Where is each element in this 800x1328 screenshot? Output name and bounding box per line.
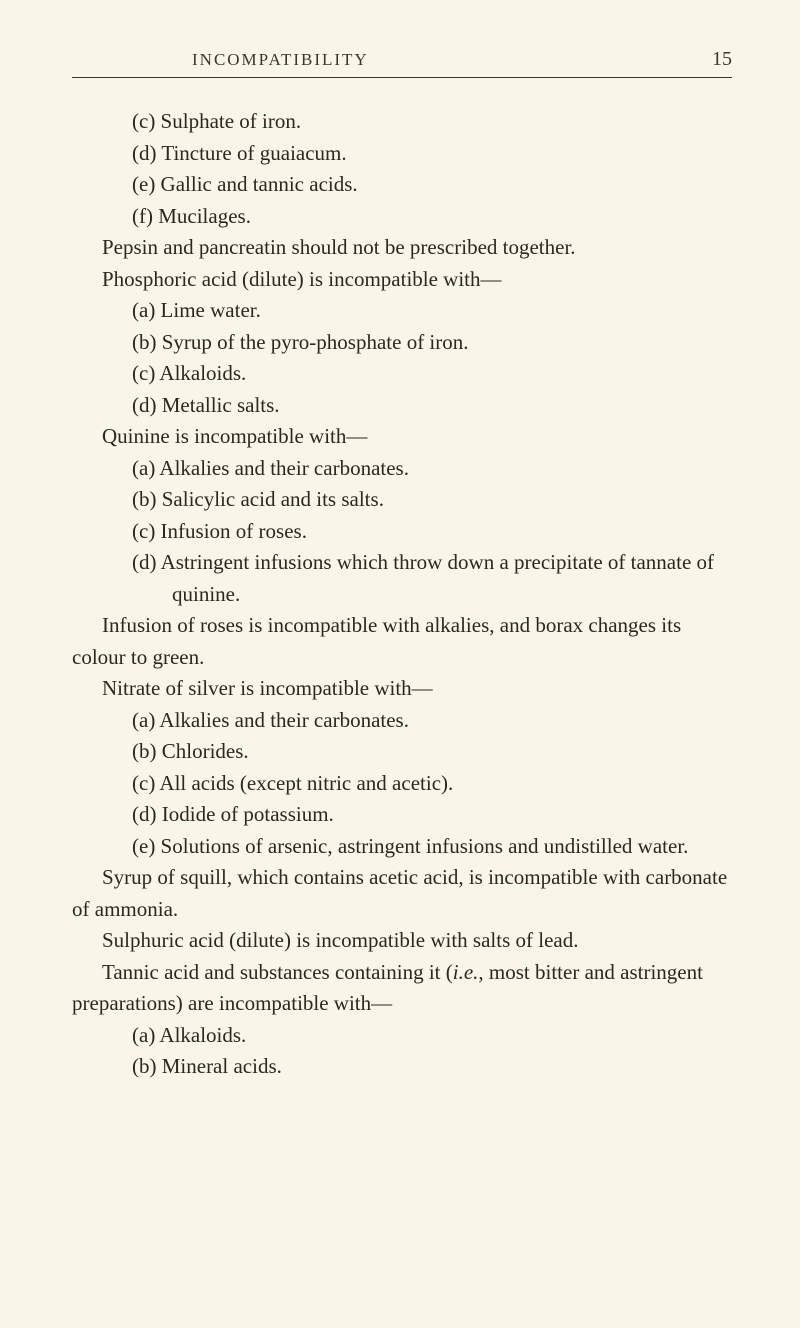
body-text: (c) Sulphate of iron. (d) Tincture of gu… bbox=[72, 106, 732, 1083]
text-run: Tannic acid and substances containing it… bbox=[102, 960, 453, 984]
paragraph: Phosphoric acid (dilute) is incompatible… bbox=[72, 264, 732, 296]
list-item: (d) Astringent infusions which throw dow… bbox=[72, 547, 732, 610]
list-item: (b) Salicylic acid and its salts. bbox=[72, 484, 732, 516]
page-number: 15 bbox=[712, 48, 732, 71]
paragraph: Nitrate of silver is incompatible with— bbox=[72, 673, 732, 705]
list-item: (d) Metallic salts. bbox=[72, 390, 732, 422]
paragraph: Tannic acid and substances containing it… bbox=[72, 957, 732, 1020]
paragraph: Quinine is incompatible with— bbox=[72, 421, 732, 453]
running-title: INCOMPATIBILITY bbox=[192, 50, 369, 70]
list-item: (c) All acids (except nitric and acetic)… bbox=[72, 768, 732, 800]
paragraph: Syrup of squill, which contains acetic a… bbox=[72, 862, 732, 925]
list-item: (f) Mucilages. bbox=[72, 201, 732, 233]
page-header: INCOMPATIBILITY 15 bbox=[72, 48, 732, 71]
list-item: (c) Infusion of roses. bbox=[72, 516, 732, 548]
list-item: (a) Lime water. bbox=[72, 295, 732, 327]
page-container: INCOMPATIBILITY 15 (c) Sulphate of iron.… bbox=[0, 0, 800, 1131]
header-rule bbox=[72, 77, 732, 78]
list-item: (b) Syrup of the pyro-phosphate of iron. bbox=[72, 327, 732, 359]
paragraph: Infusion of roses is incompatible with a… bbox=[72, 610, 732, 673]
list-item: (e) Gallic and tannic acids. bbox=[72, 169, 732, 201]
paragraph: Sulphuric acid (dilute) is incompatible … bbox=[72, 925, 732, 957]
list-item: (d) Iodide of potassium. bbox=[72, 799, 732, 831]
list-item: (d) Tincture of guaiacum. bbox=[72, 138, 732, 170]
list-item: (c) Sulphate of iron. bbox=[72, 106, 732, 138]
list-item: (b) Chlorides. bbox=[72, 736, 732, 768]
list-item: (c) Alkaloids. bbox=[72, 358, 732, 390]
italic-text: i.e. bbox=[453, 960, 479, 984]
list-item: (e) Solutions of arsenic, astringent inf… bbox=[72, 831, 732, 863]
list-item: (a) Alkalies and their carbonates. bbox=[72, 453, 732, 485]
paragraph: Pepsin and pancreatin should not be pres… bbox=[72, 232, 732, 264]
list-item: (b) Mineral acids. bbox=[72, 1051, 732, 1083]
list-item: (a) Alkaloids. bbox=[72, 1020, 732, 1052]
list-item: (a) Alkalies and their carbonates. bbox=[72, 705, 732, 737]
